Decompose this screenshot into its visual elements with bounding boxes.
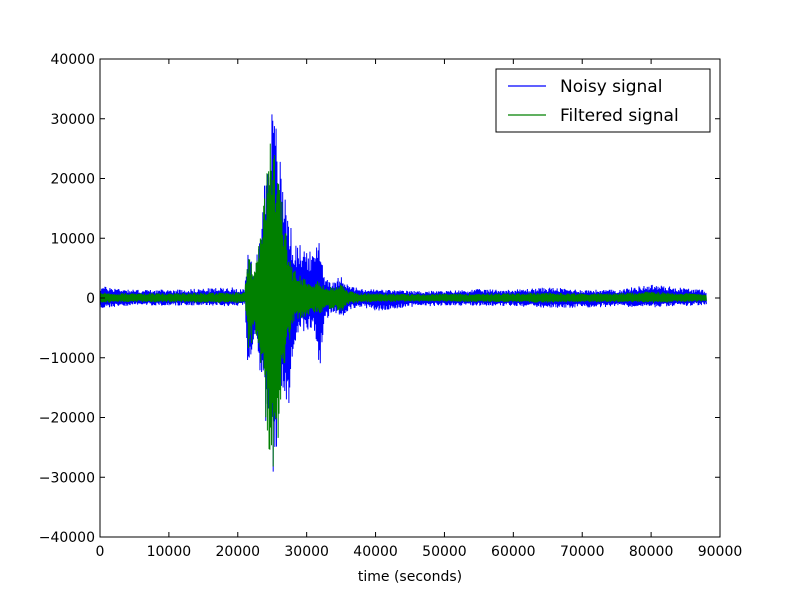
x-tick-label: 30000 <box>284 544 329 560</box>
legend-label: Noisy signal <box>560 77 662 97</box>
y-tick-label: 20000 <box>50 172 95 188</box>
x-tick-label: 40000 <box>353 544 398 560</box>
plot-area <box>100 114 707 472</box>
x-axis-label: time (seconds) <box>358 569 462 585</box>
y-tick-label: 30000 <box>50 112 95 128</box>
y-tick-label: 40000 <box>50 52 95 68</box>
x-tick-label: 70000 <box>560 544 605 560</box>
x-tick-label: 60000 <box>491 544 536 560</box>
x-tick-label: 90000 <box>698 544 743 560</box>
y-tick-label: 0 <box>86 291 95 307</box>
x-tick-label: 80000 <box>629 544 674 560</box>
x-tick-label: 10000 <box>147 544 192 560</box>
y-tick-label: −40000 <box>39 530 95 546</box>
y-tick-label: −20000 <box>39 411 95 427</box>
x-tick-label: 50000 <box>422 544 467 560</box>
axes: 0 10000 20000 30000 40000 50000 60000 70000 8000… <box>39 52 743 560</box>
x-tick-label: 0 <box>96 544 105 560</box>
legend-label: Filtered signal <box>560 106 679 126</box>
legend-box <box>495 68 711 133</box>
series-line-filtered-signal <box>100 143 707 467</box>
y-tick-label: −30000 <box>39 470 95 486</box>
y-tick-label: −10000 <box>39 351 95 367</box>
x-tick-label: 20000 <box>216 544 261 560</box>
legend: Noisy signal Filtered signal <box>495 68 711 133</box>
y-tick-label: 10000 <box>50 231 95 247</box>
